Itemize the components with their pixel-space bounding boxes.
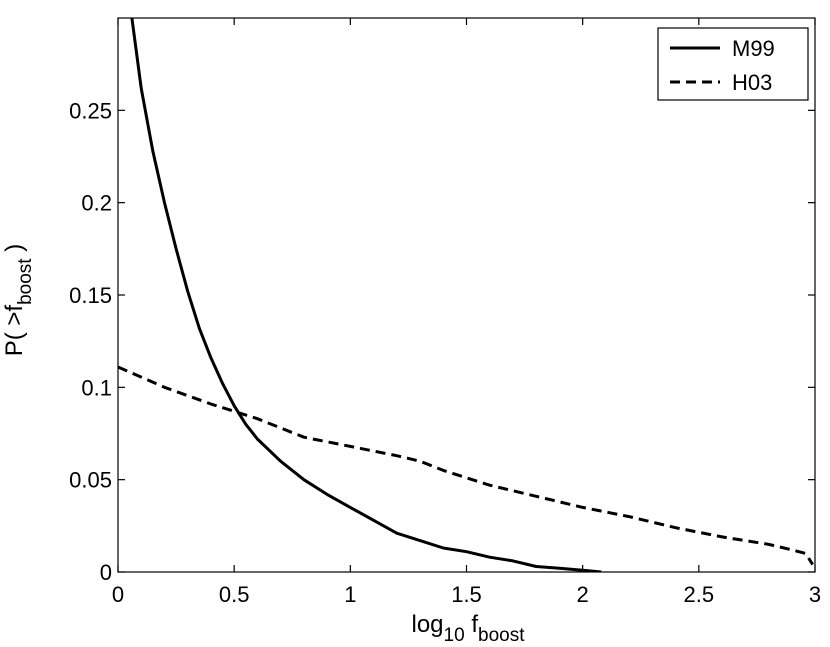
x-axis-label: log10 fboost (412, 611, 526, 646)
legend-label-h03: H03 (732, 70, 772, 95)
y-tick-label: 0.25 (69, 98, 112, 123)
y-tick-label: 0 (100, 560, 112, 585)
y-tick-label: 0.2 (81, 191, 112, 216)
y-axis-label: P( >fboost ) (1, 244, 36, 357)
x-tick-label: 2 (577, 582, 589, 607)
legend-label-m99: M99 (732, 36, 775, 61)
x-tick-label: 1.5 (451, 582, 482, 607)
x-axis-ticks: 0 0.5 1 1.5 2 2.5 3 (112, 18, 821, 607)
y-axis-ticks: 0 0.05 0.1 0.15 0.2 0.25 (69, 98, 815, 585)
x-tick-label: 3 (809, 582, 821, 607)
y-axis-label-main: P( >f (1, 305, 28, 357)
legend-box (657, 27, 809, 101)
x-axis-label-main: log (412, 611, 444, 638)
x-tick-label: 0 (112, 582, 124, 607)
x-axis-label-sub: 10 (444, 625, 465, 646)
y-axis-label-end: ) (1, 244, 28, 259)
legend: M99 H03 (657, 27, 809, 101)
x-axis-label-var-sub: boost (478, 625, 525, 646)
y-tick-label: 0.1 (81, 375, 112, 400)
plot-frame (117, 17, 816, 573)
x-tick-label: 2.5 (684, 582, 715, 607)
x-tick-label: 0.5 (219, 582, 250, 607)
y-tick-label: 0.05 (69, 468, 112, 493)
x-axis-label-var: f (465, 611, 479, 638)
series-layer (118, 18, 814, 572)
series-line-h03 (118, 365, 814, 566)
x-tick-label: 1 (344, 582, 356, 607)
y-axis-label-sub: boost (15, 258, 36, 305)
series-line-m99 (130, 18, 602, 572)
plot-area (117, 17, 816, 573)
y-tick-label: 0.15 (69, 283, 112, 308)
